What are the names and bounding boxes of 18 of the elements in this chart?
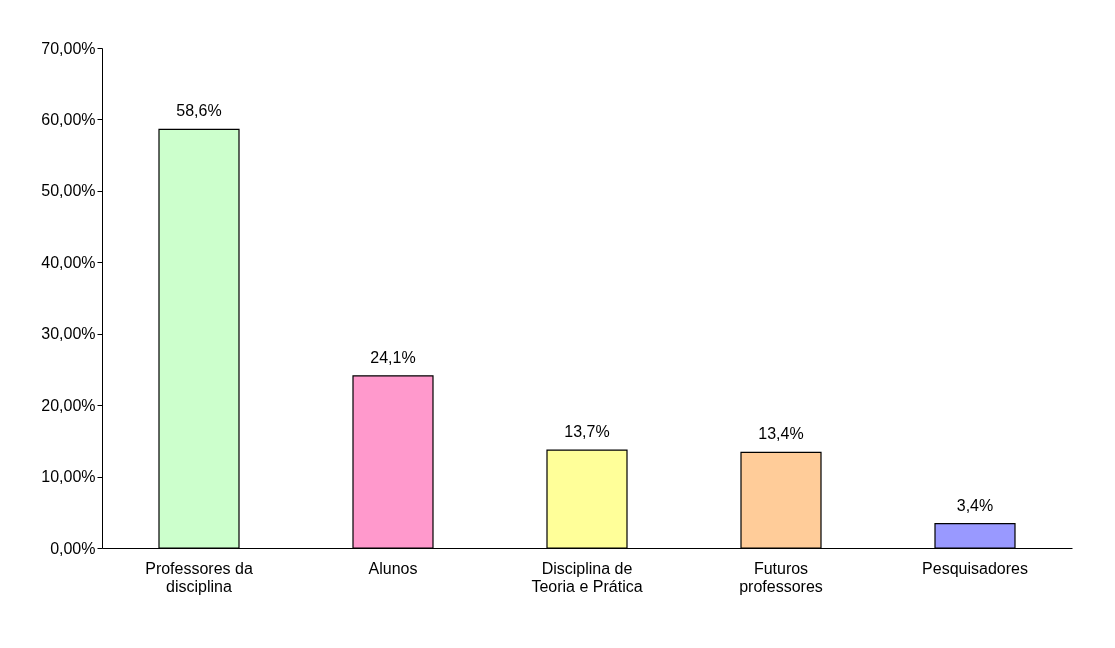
y-tick-label: 50,00%	[41, 182, 96, 200]
y-tick-label: 0,00%	[50, 539, 96, 557]
x-tick-label: Professores da disciplina	[145, 559, 253, 595]
y-tick-label: 40,00%	[41, 253, 96, 271]
y-tick-label: 20,00%	[41, 396, 96, 414]
data-label: 13,7%	[564, 423, 610, 441]
x-tick-label: Alunos	[368, 559, 418, 577]
y-tick-label: 60,00%	[41, 110, 96, 128]
y-tick-label: 70,00%	[41, 39, 96, 57]
data-label: 3,4%	[956, 496, 994, 514]
y-tick-label: 30,00%	[41, 325, 96, 343]
data-label: 13,4%	[758, 425, 804, 443]
data-label: 58,6%	[176, 102, 222, 120]
x-tick-label: Disciplina de Teoria e Prática	[531, 559, 643, 595]
x-tick-label: Pesquisadores	[922, 559, 1028, 577]
y-tick-label: 10,00%	[41, 468, 96, 486]
x-tick-label: Futuros professores	[739, 559, 823, 595]
data-label: 24,1%	[370, 348, 416, 366]
